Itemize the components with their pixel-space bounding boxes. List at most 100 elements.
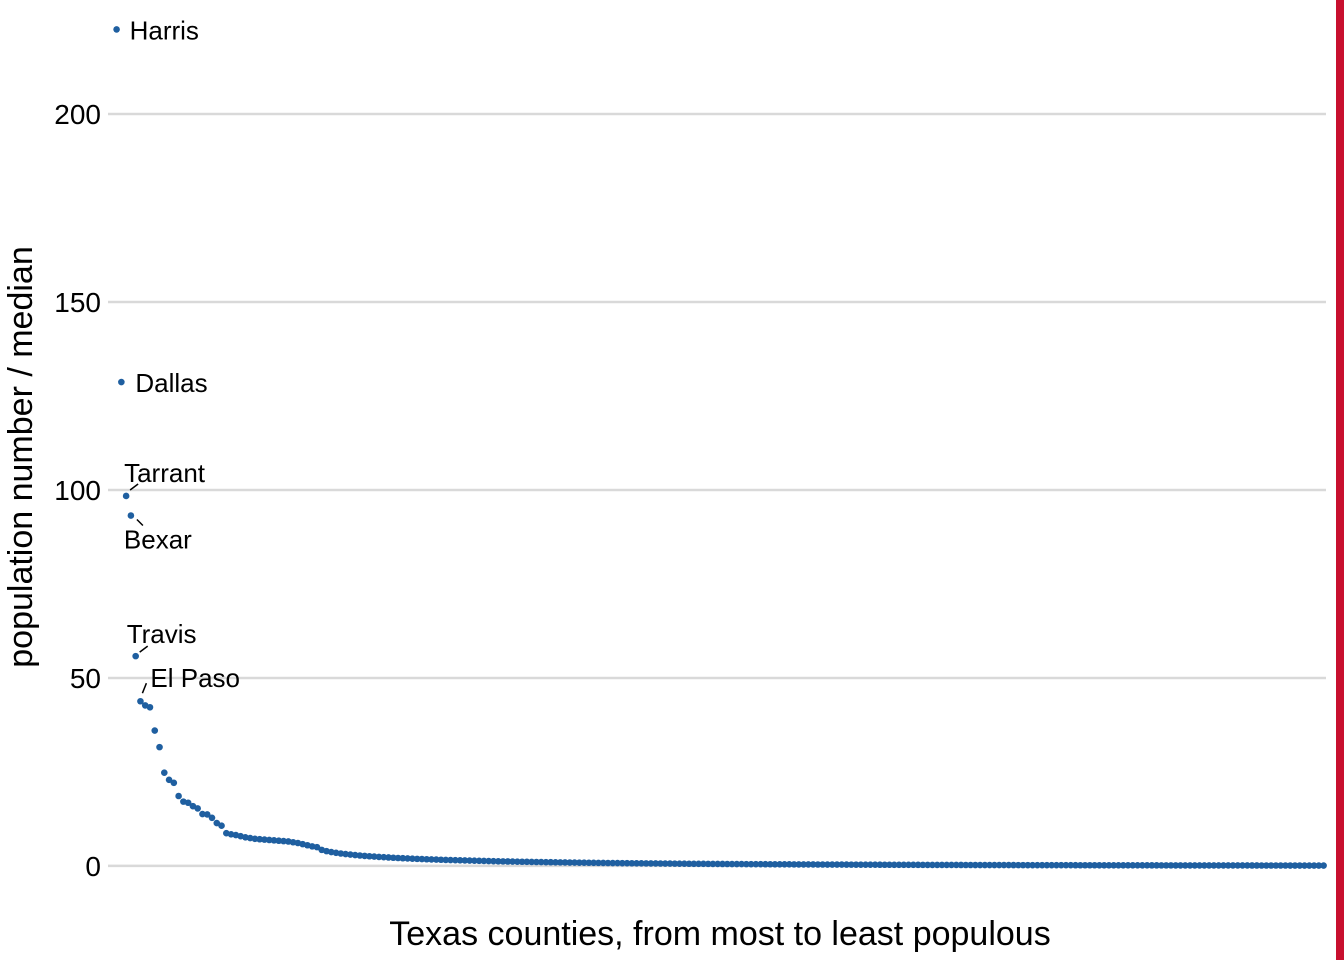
data-point bbox=[609, 859, 617, 867]
data-point bbox=[280, 837, 287, 845]
data-point bbox=[1086, 861, 1094, 869]
point-annotation: Tarrant bbox=[124, 458, 206, 488]
data-point bbox=[566, 859, 574, 866]
data-point bbox=[1315, 862, 1323, 869]
data-point bbox=[275, 837, 283, 845]
data-point bbox=[857, 861, 865, 868]
data-point bbox=[757, 860, 764, 868]
data-point bbox=[1158, 862, 1165, 869]
data-point bbox=[208, 814, 216, 822]
data-point bbox=[184, 799, 192, 807]
data-point bbox=[995, 861, 1003, 869]
data-point bbox=[676, 860, 683, 867]
data-point bbox=[313, 843, 321, 851]
data-point bbox=[790, 861, 798, 868]
data-point bbox=[1234, 862, 1242, 869]
data-point bbox=[1186, 862, 1194, 869]
data-point bbox=[1224, 862, 1232, 869]
data-point bbox=[1014, 861, 1022, 869]
data-point bbox=[547, 858, 555, 866]
data-point bbox=[571, 859, 578, 866]
data-point bbox=[967, 861, 974, 869]
data-point bbox=[1143, 862, 1151, 869]
data-point bbox=[652, 860, 659, 867]
point-annotation: Travis bbox=[127, 619, 197, 649]
data-point bbox=[895, 861, 903, 869]
data-point bbox=[428, 856, 435, 863]
data-point bbox=[657, 860, 664, 867]
data-point bbox=[833, 861, 841, 868]
data-point bbox=[766, 860, 774, 868]
data-point bbox=[1272, 862, 1280, 869]
data-point bbox=[528, 858, 535, 866]
data-point bbox=[852, 861, 860, 868]
data-point bbox=[900, 861, 908, 869]
data-point bbox=[490, 857, 497, 865]
data-point bbox=[399, 854, 407, 862]
data-point bbox=[1210, 862, 1218, 869]
data-point bbox=[509, 858, 516, 865]
data-point bbox=[156, 743, 163, 751]
data-point bbox=[375, 853, 383, 861]
data-point bbox=[132, 652, 139, 660]
data-point bbox=[1306, 862, 1313, 869]
data-point bbox=[556, 859, 564, 866]
data-point bbox=[1105, 861, 1113, 869]
data-point bbox=[118, 378, 125, 386]
data-point bbox=[623, 859, 631, 867]
data-point bbox=[1067, 861, 1075, 869]
data-point bbox=[685, 860, 693, 868]
data-point bbox=[1119, 862, 1127, 869]
data-point bbox=[1153, 862, 1160, 869]
data-point bbox=[175, 792, 182, 800]
data-point bbox=[1134, 862, 1141, 869]
data-point bbox=[1291, 862, 1299, 869]
data-point bbox=[619, 859, 626, 867]
data-point bbox=[819, 861, 826, 868]
edge-accent-bar bbox=[1336, 0, 1344, 960]
data-point bbox=[1038, 861, 1046, 869]
annotation-leader bbox=[139, 645, 149, 653]
y-tick-label: 150 bbox=[54, 287, 101, 318]
data-point bbox=[642, 860, 650, 867]
data-point bbox=[1034, 861, 1041, 869]
data-point bbox=[265, 836, 273, 844]
data-point bbox=[1019, 861, 1027, 869]
data-point bbox=[638, 860, 645, 867]
data-point bbox=[733, 860, 741, 868]
data-point bbox=[1115, 862, 1122, 869]
data-point bbox=[614, 859, 621, 867]
point-annotation: El Paso bbox=[150, 663, 240, 693]
data-point bbox=[1320, 862, 1327, 869]
data-point bbox=[991, 861, 998, 869]
data-point bbox=[127, 512, 135, 519]
data-point bbox=[537, 858, 545, 866]
data-point bbox=[370, 853, 378, 860]
data-point bbox=[1124, 862, 1132, 869]
data-point bbox=[848, 861, 855, 868]
data-point bbox=[709, 860, 717, 868]
data-point bbox=[1301, 862, 1308, 869]
data-point bbox=[666, 860, 674, 867]
annotation-leader bbox=[129, 483, 139, 491]
data-point bbox=[785, 861, 793, 868]
data-point bbox=[943, 861, 951, 869]
data-point bbox=[1243, 862, 1251, 869]
data-point bbox=[1029, 861, 1036, 869]
data-point bbox=[599, 859, 607, 867]
data-point bbox=[270, 837, 278, 844]
annotation-leaders bbox=[129, 483, 149, 694]
data-point bbox=[432, 856, 440, 863]
data-point bbox=[886, 861, 893, 869]
data-point bbox=[261, 836, 268, 843]
data-point bbox=[561, 859, 569, 866]
data-point bbox=[380, 853, 388, 861]
data-point bbox=[914, 861, 922, 869]
y-axis-title: population number / median bbox=[2, 246, 40, 668]
data-point bbox=[862, 861, 869, 868]
data-point bbox=[714, 860, 722, 868]
data-point bbox=[910, 861, 917, 869]
data-point bbox=[423, 855, 430, 863]
data-point bbox=[1148, 862, 1156, 869]
y-axis-ticks: 0 50 100 150 200 bbox=[54, 99, 101, 882]
